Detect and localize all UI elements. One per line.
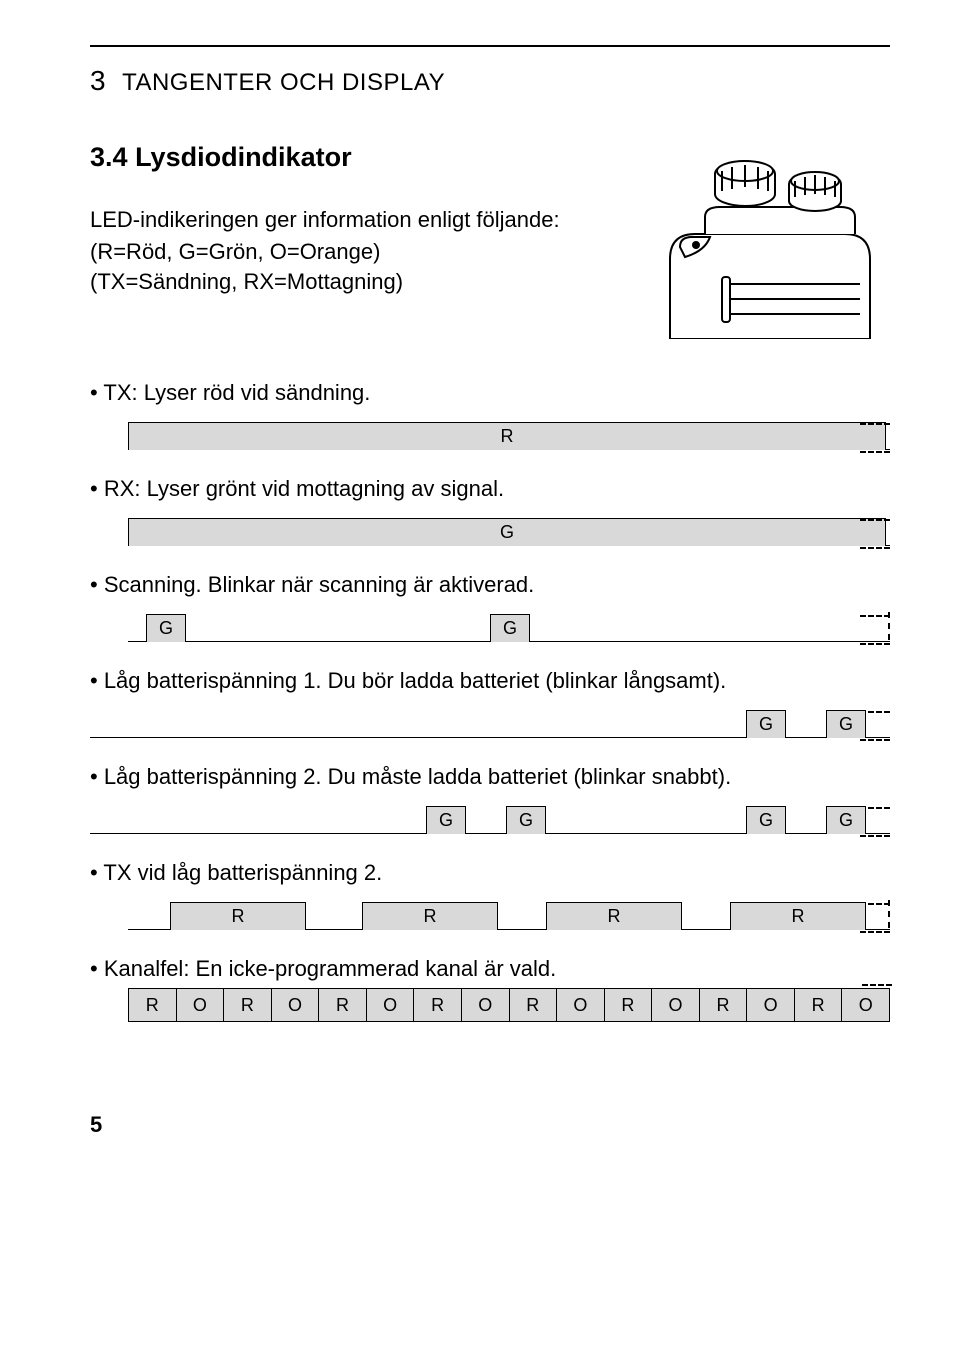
page-number: 5 bbox=[90, 1112, 890, 1138]
pulse-rx: G bbox=[128, 518, 886, 546]
chapter-number: 3 bbox=[90, 65, 106, 97]
bullet-tx: • TX: Lyser röd vid sändning. bbox=[90, 380, 890, 406]
seq-cell: R bbox=[700, 988, 748, 1022]
seq-cell: R bbox=[224, 988, 272, 1022]
seq-cell: R bbox=[319, 988, 367, 1022]
pulse: G bbox=[826, 806, 866, 834]
chapter-title: TANGENTER OCH DISPLAY bbox=[122, 69, 445, 97]
diagram-bat2: GGGG bbox=[90, 796, 890, 842]
section-heading: 3.4 Lysdiodindikator bbox=[90, 139, 630, 175]
seq-cell: R bbox=[129, 988, 177, 1022]
seq-cell: R bbox=[795, 988, 843, 1022]
seq-cell: O bbox=[462, 988, 510, 1022]
pulse: R bbox=[546, 902, 682, 930]
bullet-txlow: • TX vid låg batterispänning 2. bbox=[90, 860, 890, 886]
bullet-scan: • Scanning. Blinkar när scanning är akti… bbox=[90, 572, 890, 598]
section-header-row: 3.4 Lysdiodindikator LED-indikeringen ge… bbox=[90, 139, 890, 344]
pulse-tx: R bbox=[128, 422, 886, 450]
intro-line-1: LED-indikeringen ger information enligt … bbox=[90, 205, 630, 235]
pulse: G bbox=[146, 614, 186, 642]
seq-cell: O bbox=[842, 988, 890, 1022]
bullet-chanerr: • Kanalfel: En icke-programmerad kanal ä… bbox=[90, 956, 890, 982]
radio-illustration bbox=[650, 139, 890, 344]
intro-line-2: (R=Röd, G=Grön, O=Orange) bbox=[90, 237, 630, 267]
seq-cell: O bbox=[367, 988, 415, 1022]
bullet-bat2: • Låg batterispänning 2. Du måste ladda … bbox=[90, 764, 890, 790]
pulse: G bbox=[506, 806, 546, 834]
pulse: R bbox=[362, 902, 498, 930]
pulse: R bbox=[170, 902, 306, 930]
seq-cell: R bbox=[510, 988, 558, 1022]
diagram-tx: R bbox=[90, 412, 890, 458]
seq-cell: R bbox=[414, 988, 462, 1022]
pulse: G bbox=[490, 614, 530, 642]
diagram-txlow: RRRR bbox=[90, 892, 890, 938]
seq-cell: O bbox=[177, 988, 225, 1022]
bullet-bat1: • Låg batterispänning 1. Du bör ladda ba… bbox=[90, 668, 890, 694]
pulse: G bbox=[746, 710, 786, 738]
bullet-rx: • RX: Lyser grönt vid mottagning av sign… bbox=[90, 476, 890, 502]
diagram-bat1: GG bbox=[90, 700, 890, 746]
pulse: R bbox=[730, 902, 866, 930]
diagram-scan: GG bbox=[90, 604, 890, 650]
diagram-rx: G bbox=[90, 508, 890, 554]
intro-line-3: (TX=Sändning, RX=Mottagning) bbox=[90, 267, 630, 297]
pulse: G bbox=[746, 806, 786, 834]
seq-cell: O bbox=[652, 988, 700, 1022]
pulse: G bbox=[426, 806, 466, 834]
pulse: G bbox=[826, 710, 866, 738]
seq-cell: O bbox=[747, 988, 795, 1022]
section-number: 3.4 bbox=[90, 142, 128, 172]
diagram-chanerr: RORORORORORORORO bbox=[128, 988, 890, 1022]
seq-cell: O bbox=[272, 988, 320, 1022]
seq-cell: O bbox=[557, 988, 605, 1022]
chapter-header: 3 TANGENTER OCH DISPLAY bbox=[90, 65, 890, 97]
seq-cell: R bbox=[605, 988, 653, 1022]
section-title: Lysdiodindikator bbox=[135, 142, 352, 172]
top-rule bbox=[90, 45, 890, 47]
